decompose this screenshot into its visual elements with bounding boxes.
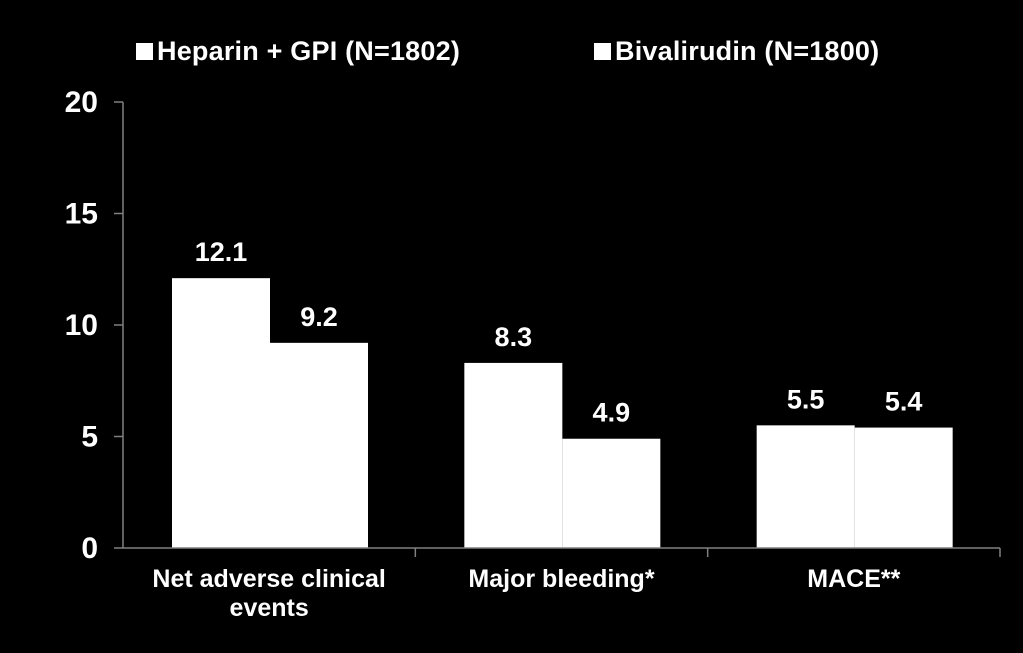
category-label-0-line-0: Net adverse clinical: [152, 565, 385, 593]
legend-label-bivalirudin: Bivalirudin (N=1800): [615, 36, 880, 66]
bar-series-0-cat-0: [172, 278, 270, 548]
bars-layer: [172, 278, 953, 548]
y-tick-label-4: 20: [65, 86, 98, 119]
y-tick-label-2: 10: [65, 309, 98, 342]
y-tick-label-3: 15: [65, 198, 98, 231]
legend: Heparin + GPI (N=1802) Bivalirudin (N=18…: [0, 36, 1023, 76]
bar-series-1-cat-0: [270, 342, 368, 548]
legend-item-heparin-gpi: Heparin + GPI (N=1802): [136, 36, 460, 67]
bar-series-0-cat-1: [464, 362, 563, 548]
value-label-series-1-cat-2: 5.4: [885, 387, 923, 417]
category-label-1-line-0: Major bleeding*: [468, 565, 654, 593]
legend-item-bivalirudin: Bivalirudin (N=1800): [594, 36, 879, 67]
legend-swatch-heparin-gpi: [136, 43, 153, 60]
bar-series-1-cat-2: [854, 427, 953, 548]
value-label-series-0-cat-1: 8.3: [495, 322, 533, 352]
category-label-0-line-1: events: [230, 594, 309, 622]
y-tick-label-0: 0: [81, 532, 98, 565]
value-labels-layer: 12.1 8.3 5.5 9.2 4.9 5.4: [195, 237, 923, 428]
value-label-series-1-cat-0: 9.2: [300, 302, 338, 332]
legend-swatch-bivalirudin: [594, 43, 611, 60]
bar-series-1-cat-1: [562, 438, 661, 548]
bar-series-0-cat-2: [756, 425, 855, 548]
value-label-series-0-cat-0: 12.1: [195, 237, 248, 267]
legend-label-heparin-gpi: Heparin + GPI (N=1802): [157, 36, 461, 66]
category-label-2-line-0: MACE**: [807, 565, 900, 593]
y-tick-label-1: 5: [81, 421, 98, 454]
value-label-series-1-cat-1: 4.9: [593, 398, 631, 428]
value-label-series-0-cat-2: 5.5: [787, 384, 825, 414]
